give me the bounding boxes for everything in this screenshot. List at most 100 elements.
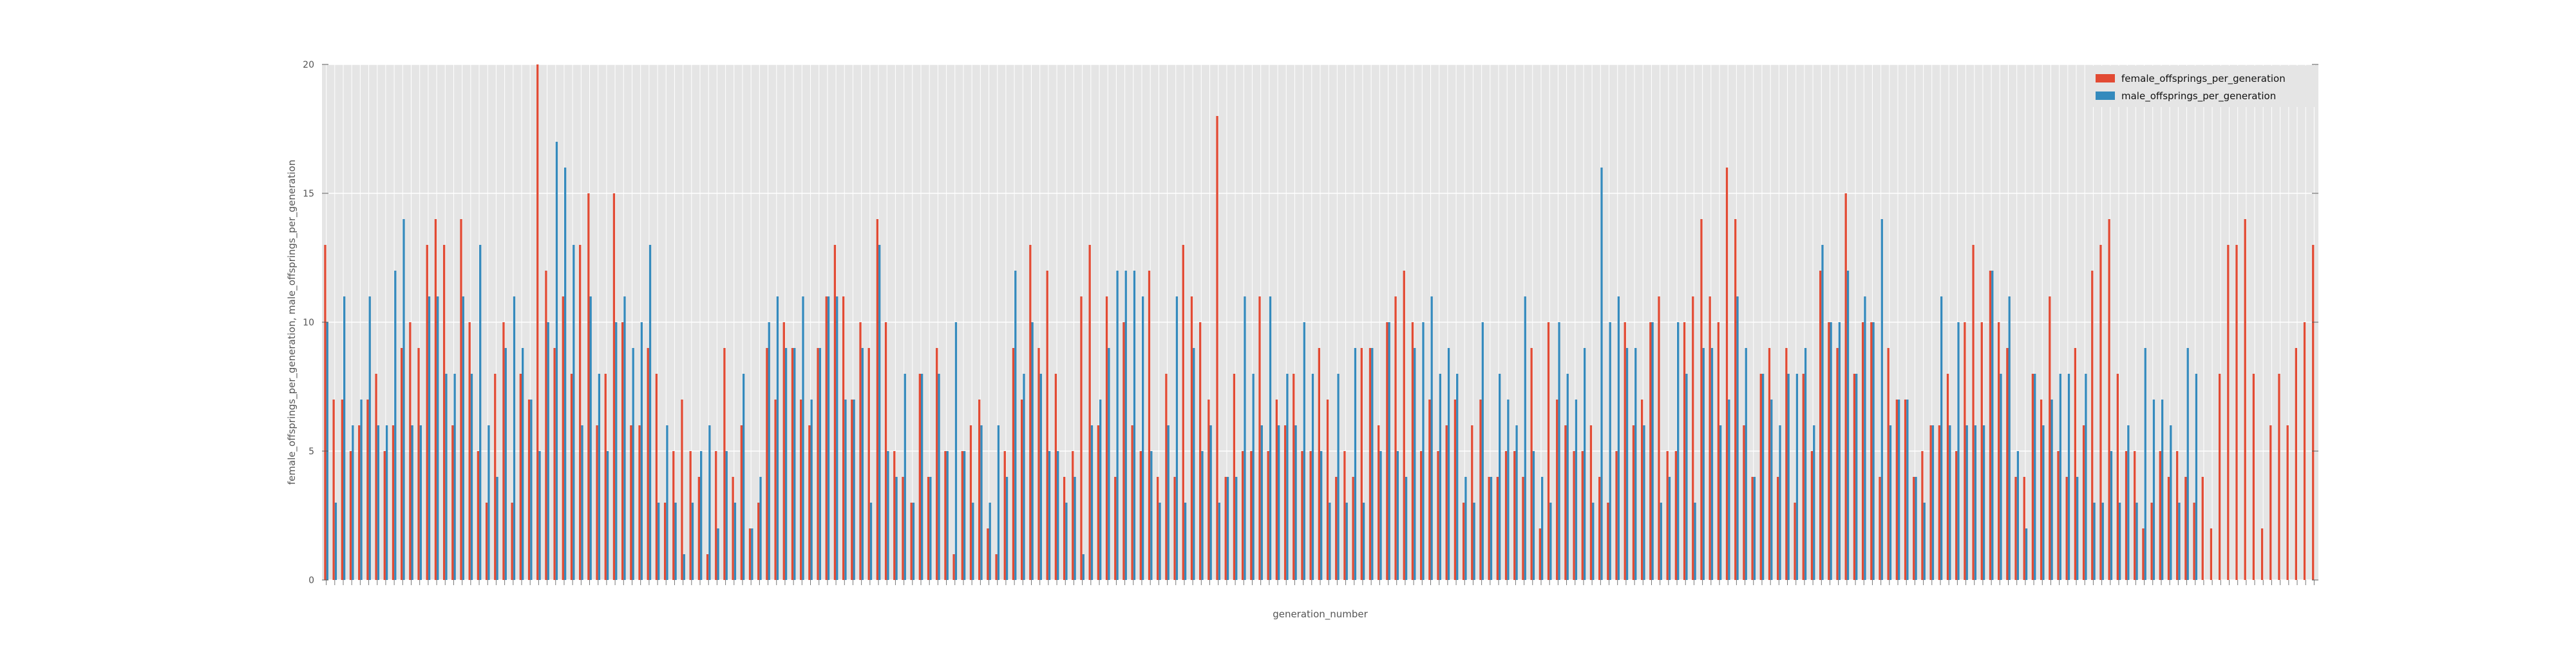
bar-male-offsprings: [691, 503, 694, 580]
bar-male-offsprings: [1116, 271, 1119, 580]
bar-male-offsprings: [2161, 400, 2164, 580]
bar-male-offsprings: [742, 374, 745, 580]
bar-female-offsprings: [349, 451, 352, 580]
bar-female-offsprings: [1258, 296, 1261, 580]
bar-female-offsprings: [902, 477, 904, 580]
bar-female-offsprings: [1768, 348, 1771, 580]
bar-female-offsprings: [1131, 425, 1133, 580]
bar-female-offsprings: [1411, 322, 1414, 580]
bar-female-offsprings: [2252, 374, 2255, 580]
bar-female-offsprings: [1420, 451, 1423, 580]
bar-male-offsprings: [1558, 322, 1560, 580]
bar-male-offsprings: [394, 271, 397, 580]
bar-male-offsprings: [1074, 477, 1076, 580]
bar-female-offsprings: [536, 64, 539, 580]
bar-male-offsprings: [513, 296, 516, 580]
bar-female-offsprings: [1046, 271, 1048, 580]
bar-female-offsprings: [681, 400, 683, 580]
bar-male-offsprings: [2093, 503, 2096, 580]
bar-male-offsprings: [768, 322, 770, 580]
bar-female-offsprings: [1547, 322, 1550, 580]
bar-female-offsprings: [1658, 296, 1660, 580]
legend-label-female: female_offsprings_per_generation: [2121, 73, 2286, 85]
bar-male-offsprings: [615, 322, 618, 580]
bar-female-offsprings: [1105, 296, 1108, 580]
bar-male-offsprings: [2110, 451, 2113, 580]
bar-male-offsprings: [2136, 503, 2138, 580]
bar-female-offsprings: [876, 219, 879, 580]
bar-male-offsprings: [2016, 451, 2019, 580]
bar-male-offsprings: [853, 400, 855, 580]
bar-female-offsprings: [1581, 451, 1584, 580]
bar-male-offsprings: [1379, 451, 1382, 580]
bar-female-offsprings: [961, 451, 963, 580]
bar-male-offsprings: [1677, 322, 1680, 580]
bar-male-offsprings: [997, 425, 1000, 580]
bar-female-offsprings: [570, 374, 573, 580]
bar-male-offsprings: [734, 503, 737, 580]
bar-female-offsprings: [910, 503, 913, 580]
bar-male-offsprings: [334, 503, 337, 580]
bar-female-offsprings: [663, 503, 667, 580]
bar-male-offsprings: [1770, 400, 1773, 580]
bar-female-offsprings: [1895, 400, 1899, 580]
bar-male-offsprings: [1371, 348, 1374, 580]
bar-female-offsprings: [1012, 348, 1015, 580]
bar-male-offsprings: [972, 503, 974, 580]
bar-female-offsprings: [2014, 477, 2017, 580]
bar-female-offsprings: [1836, 348, 1839, 580]
bar-female-offsprings: [893, 451, 896, 580]
y-tick-label: 5: [308, 447, 314, 457]
bar-male-offsprings: [887, 451, 889, 580]
bar-female-offsprings: [1972, 245, 1975, 580]
bar-male-offsprings: [1736, 296, 1739, 580]
bar-male-offsprings: [1583, 348, 1586, 580]
bar-male-offsprings: [606, 451, 609, 580]
bar-female-offsprings: [1343, 451, 1346, 580]
bar-male-offsprings: [759, 477, 762, 580]
bar-female-offsprings: [1980, 322, 1983, 580]
bar-female-offsprings: [1097, 425, 1100, 580]
bar-male-offsprings: [462, 296, 464, 580]
bar-female-offsprings: [918, 374, 921, 580]
bar-female-offsprings: [366, 400, 369, 580]
bar-female-offsprings: [2116, 374, 2119, 580]
bar-male-offsprings: [980, 425, 983, 580]
bar-male-offsprings: [1422, 322, 1425, 580]
bar-female-offsprings: [1428, 400, 1431, 580]
bar-male-offsprings: [437, 296, 439, 580]
bar-female-offsprings: [689, 451, 692, 580]
bar-male-offsprings: [878, 245, 881, 580]
bar-male-offsprings: [1957, 322, 1960, 580]
bar-female-offsprings: [2244, 219, 2246, 580]
bar-female-offsprings: [2176, 451, 2179, 580]
bar-male-offsprings: [1634, 348, 1637, 580]
bar-male-offsprings: [2127, 425, 2130, 580]
bar-female-offsprings: [1717, 322, 1719, 580]
bar-female-offsprings: [944, 451, 947, 580]
bar-male-offsprings: [581, 425, 583, 580]
bar-male-offsprings: [751, 528, 753, 580]
bar-female-offsprings: [1386, 322, 1388, 580]
bar-female-offsprings: [867, 348, 870, 580]
bar-female-offsprings: [358, 425, 361, 580]
bar-female-offsprings: [1037, 348, 1040, 580]
bar-female-offsprings: [655, 374, 658, 580]
bar-female-offsprings: [800, 400, 802, 580]
bar-male-offsprings: [827, 296, 830, 580]
bar-female-offsprings: [1794, 503, 1796, 580]
bar-male-offsprings: [1745, 348, 1747, 580]
bar-male-offsprings: [1039, 374, 1042, 580]
bar-male-offsprings: [658, 503, 660, 580]
bar-female-offsprings: [1709, 296, 1711, 580]
bar-female-offsprings: [1318, 348, 1320, 580]
bar-female-offsprings: [434, 219, 437, 580]
bar-female-offsprings: [1479, 400, 1482, 580]
bar-male-offsprings: [573, 245, 575, 580]
bar-male-offsprings: [1099, 400, 1102, 580]
bar-female-offsprings: [553, 348, 556, 580]
bar-female-offsprings: [545, 271, 547, 580]
bars-layer: [324, 64, 2315, 580]
bar-male-offsprings: [411, 425, 413, 580]
bar-female-offsprings: [1828, 322, 1830, 580]
